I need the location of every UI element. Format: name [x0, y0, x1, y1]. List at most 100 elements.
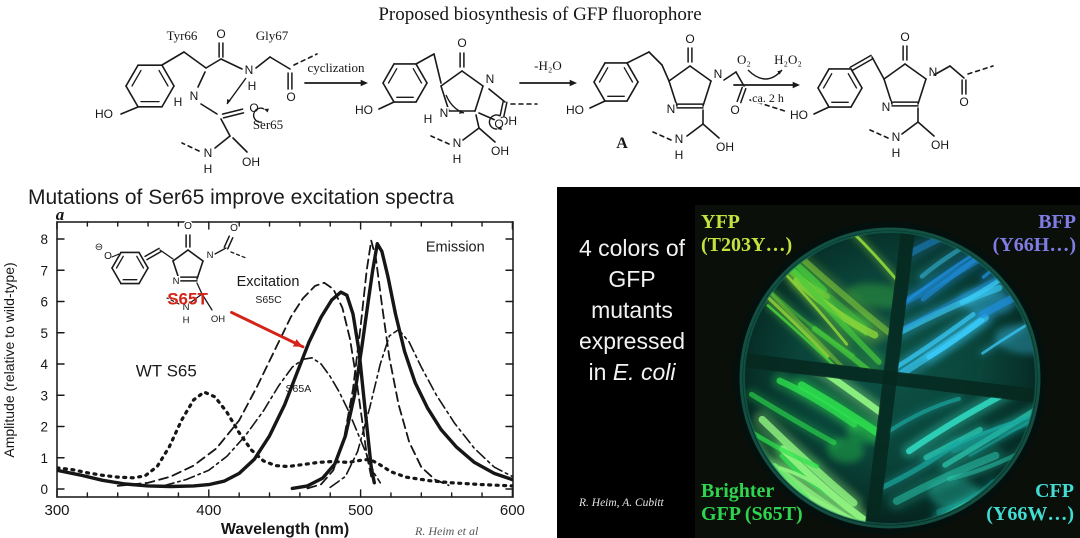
svg-text:HO: HO [790, 108, 808, 122]
ecoli-italic: E. coli [612, 359, 676, 385]
svg-text:N: N [183, 302, 190, 313]
residue-label-gly67: Gly67 [256, 28, 289, 43]
svg-text:N: N [892, 130, 901, 144]
quadrant-label-cfp: CFP (Y66W…) [986, 480, 1074, 525]
svg-text:H: H [675, 148, 684, 162]
svg-text:O: O [184, 221, 192, 232]
svg-text:H: H [453, 152, 462, 166]
atom-label: HO [95, 107, 113, 121]
svg-text:O: O [457, 36, 466, 50]
y-tick-label: 7 [40, 263, 48, 278]
residue-label-ser65: Ser65 [253, 117, 283, 132]
svg-text:N: N [882, 100, 891, 114]
reaction-arrow-dehydration: -H₂O [519, 57, 577, 87]
svg-text:N: N [440, 106, 449, 120]
y-tick-label: 6 [40, 295, 48, 310]
reaction-arrow-cyclization: cyclization [304, 59, 368, 87]
x-axis-label: Wavelength (nm) [221, 521, 349, 538]
reaction-arrow-oxidation: O₂ H₂O₂ ca. 2 h [733, 51, 803, 107]
excitation-emission-chart: 0 1 2 3 4 5 6 7 8 300 400 500 600 Wavelength (nm) Ampl… [1, 206, 525, 538]
y-tick-label: 2 [40, 420, 48, 435]
curve-label-emission: Emission [426, 240, 485, 256]
svg-text:H: H [892, 146, 901, 160]
svg-text:O: O [494, 117, 503, 131]
svg-text:O: O [230, 223, 238, 234]
panel-letter: a [56, 206, 65, 224]
svg-text:O: O [286, 90, 295, 104]
svg-text:OH: OH [211, 314, 225, 325]
chart-series [57, 239, 513, 491]
slide-title: Proposed biosynthesis of GFP fluorophore [378, 4, 702, 25]
svg-text:H: H [424, 112, 433, 126]
chart-axes [56, 221, 514, 498]
svg-text:OH: OH [931, 138, 949, 152]
quadrant-label-bfp: BFP (Y66H…) [992, 211, 1076, 256]
svg-text:H: H [183, 315, 190, 326]
spectra-panel-title: Mutations of Ser65 improve excitation sp… [28, 186, 455, 209]
arrow-label-ca-2h: ca. 2 h [752, 91, 784, 105]
svg-text:O: O [216, 27, 225, 41]
svg-text:H: H [174, 95, 183, 109]
svg-text:O: O [959, 95, 968, 109]
x-tick-label: 500 [348, 502, 373, 519]
svg-text:N: N [714, 67, 723, 81]
series-emission-main [290, 242, 513, 491]
x-tick-label: 300 [44, 502, 69, 519]
svg-text:N: N [675, 132, 684, 146]
curve-label-s65c: S65C [255, 294, 282, 306]
curve-label-wt-s65: WT S65 [136, 362, 197, 381]
series-s65t-excitation [57, 290, 376, 489]
y-tick-label: 5 [40, 326, 48, 341]
curve-label-excitation: Excitation [237, 274, 300, 290]
svg-text:N: N [207, 250, 214, 261]
series-emission-dash-dot [329, 328, 513, 489]
x-tick-label: 400 [196, 502, 221, 519]
y-tick-label: 8 [40, 232, 48, 247]
svg-text:⊖: ⊖ [95, 242, 103, 253]
svg-text:OH: OH [716, 140, 734, 154]
y-tick-label: 3 [40, 388, 48, 403]
headline-line: 4 colors of [578, 235, 686, 261]
headline-line: expressed [578, 328, 686, 354]
arrow-label-minus-h2o: -H₂O [534, 58, 562, 73]
arrow-label-cyclization: cyclization [307, 60, 365, 75]
svg-text:H: H [204, 162, 213, 176]
headline-line: mutants [591, 297, 673, 323]
chart-credit-cutoff: R. Heim et al [415, 524, 479, 538]
svg-text:N: N [245, 63, 254, 77]
curve-label-s65a: S65A [286, 383, 312, 395]
headline-line: in E. coli [588, 359, 676, 385]
x-tick-label: 600 [500, 502, 525, 519]
y-tick-label: 0 [40, 482, 48, 497]
series-emission-dashed [306, 239, 450, 490]
photo-credit: R. Heim, A. Cubitt [579, 497, 664, 509]
arrow-label-h2o2: H₂O₂ [774, 52, 802, 67]
arrow-label-o2: O₂ [737, 52, 751, 67]
intermediate-label-A: A [616, 135, 628, 152]
svg-text:O: O [685, 32, 694, 46]
svg-text:N: N [667, 102, 676, 116]
svg-text:HO: HO [566, 103, 584, 117]
series-s65a-excitation [162, 357, 382, 487]
headline-line: GFP [608, 266, 656, 292]
petri-dish-photo: YFP (T203Y…) BFP (Y66H…) Brighter GFP (S… [695, 205, 1080, 538]
svg-text:H: H [248, 79, 257, 93]
quadrant-label-brighter-gfp: Brighter GFP (S65T) [701, 480, 803, 525]
photo-headline: 4 colors of GFP mutants expressed in E. … [557, 233, 707, 388]
svg-text:O: O [104, 251, 112, 262]
svg-text:HO: HO [355, 103, 373, 117]
svg-text:N: N [929, 65, 938, 79]
svg-text:N: N [173, 276, 180, 287]
svg-text:O: O [249, 101, 258, 115]
svg-text:N: N [190, 89, 199, 103]
svg-text:O: O [900, 30, 909, 44]
series-s65c-excitation [116, 281, 373, 487]
svg-text:OH: OH [242, 155, 260, 169]
petri-dish-image [695, 205, 1080, 538]
svg-text:N: N [204, 146, 213, 160]
